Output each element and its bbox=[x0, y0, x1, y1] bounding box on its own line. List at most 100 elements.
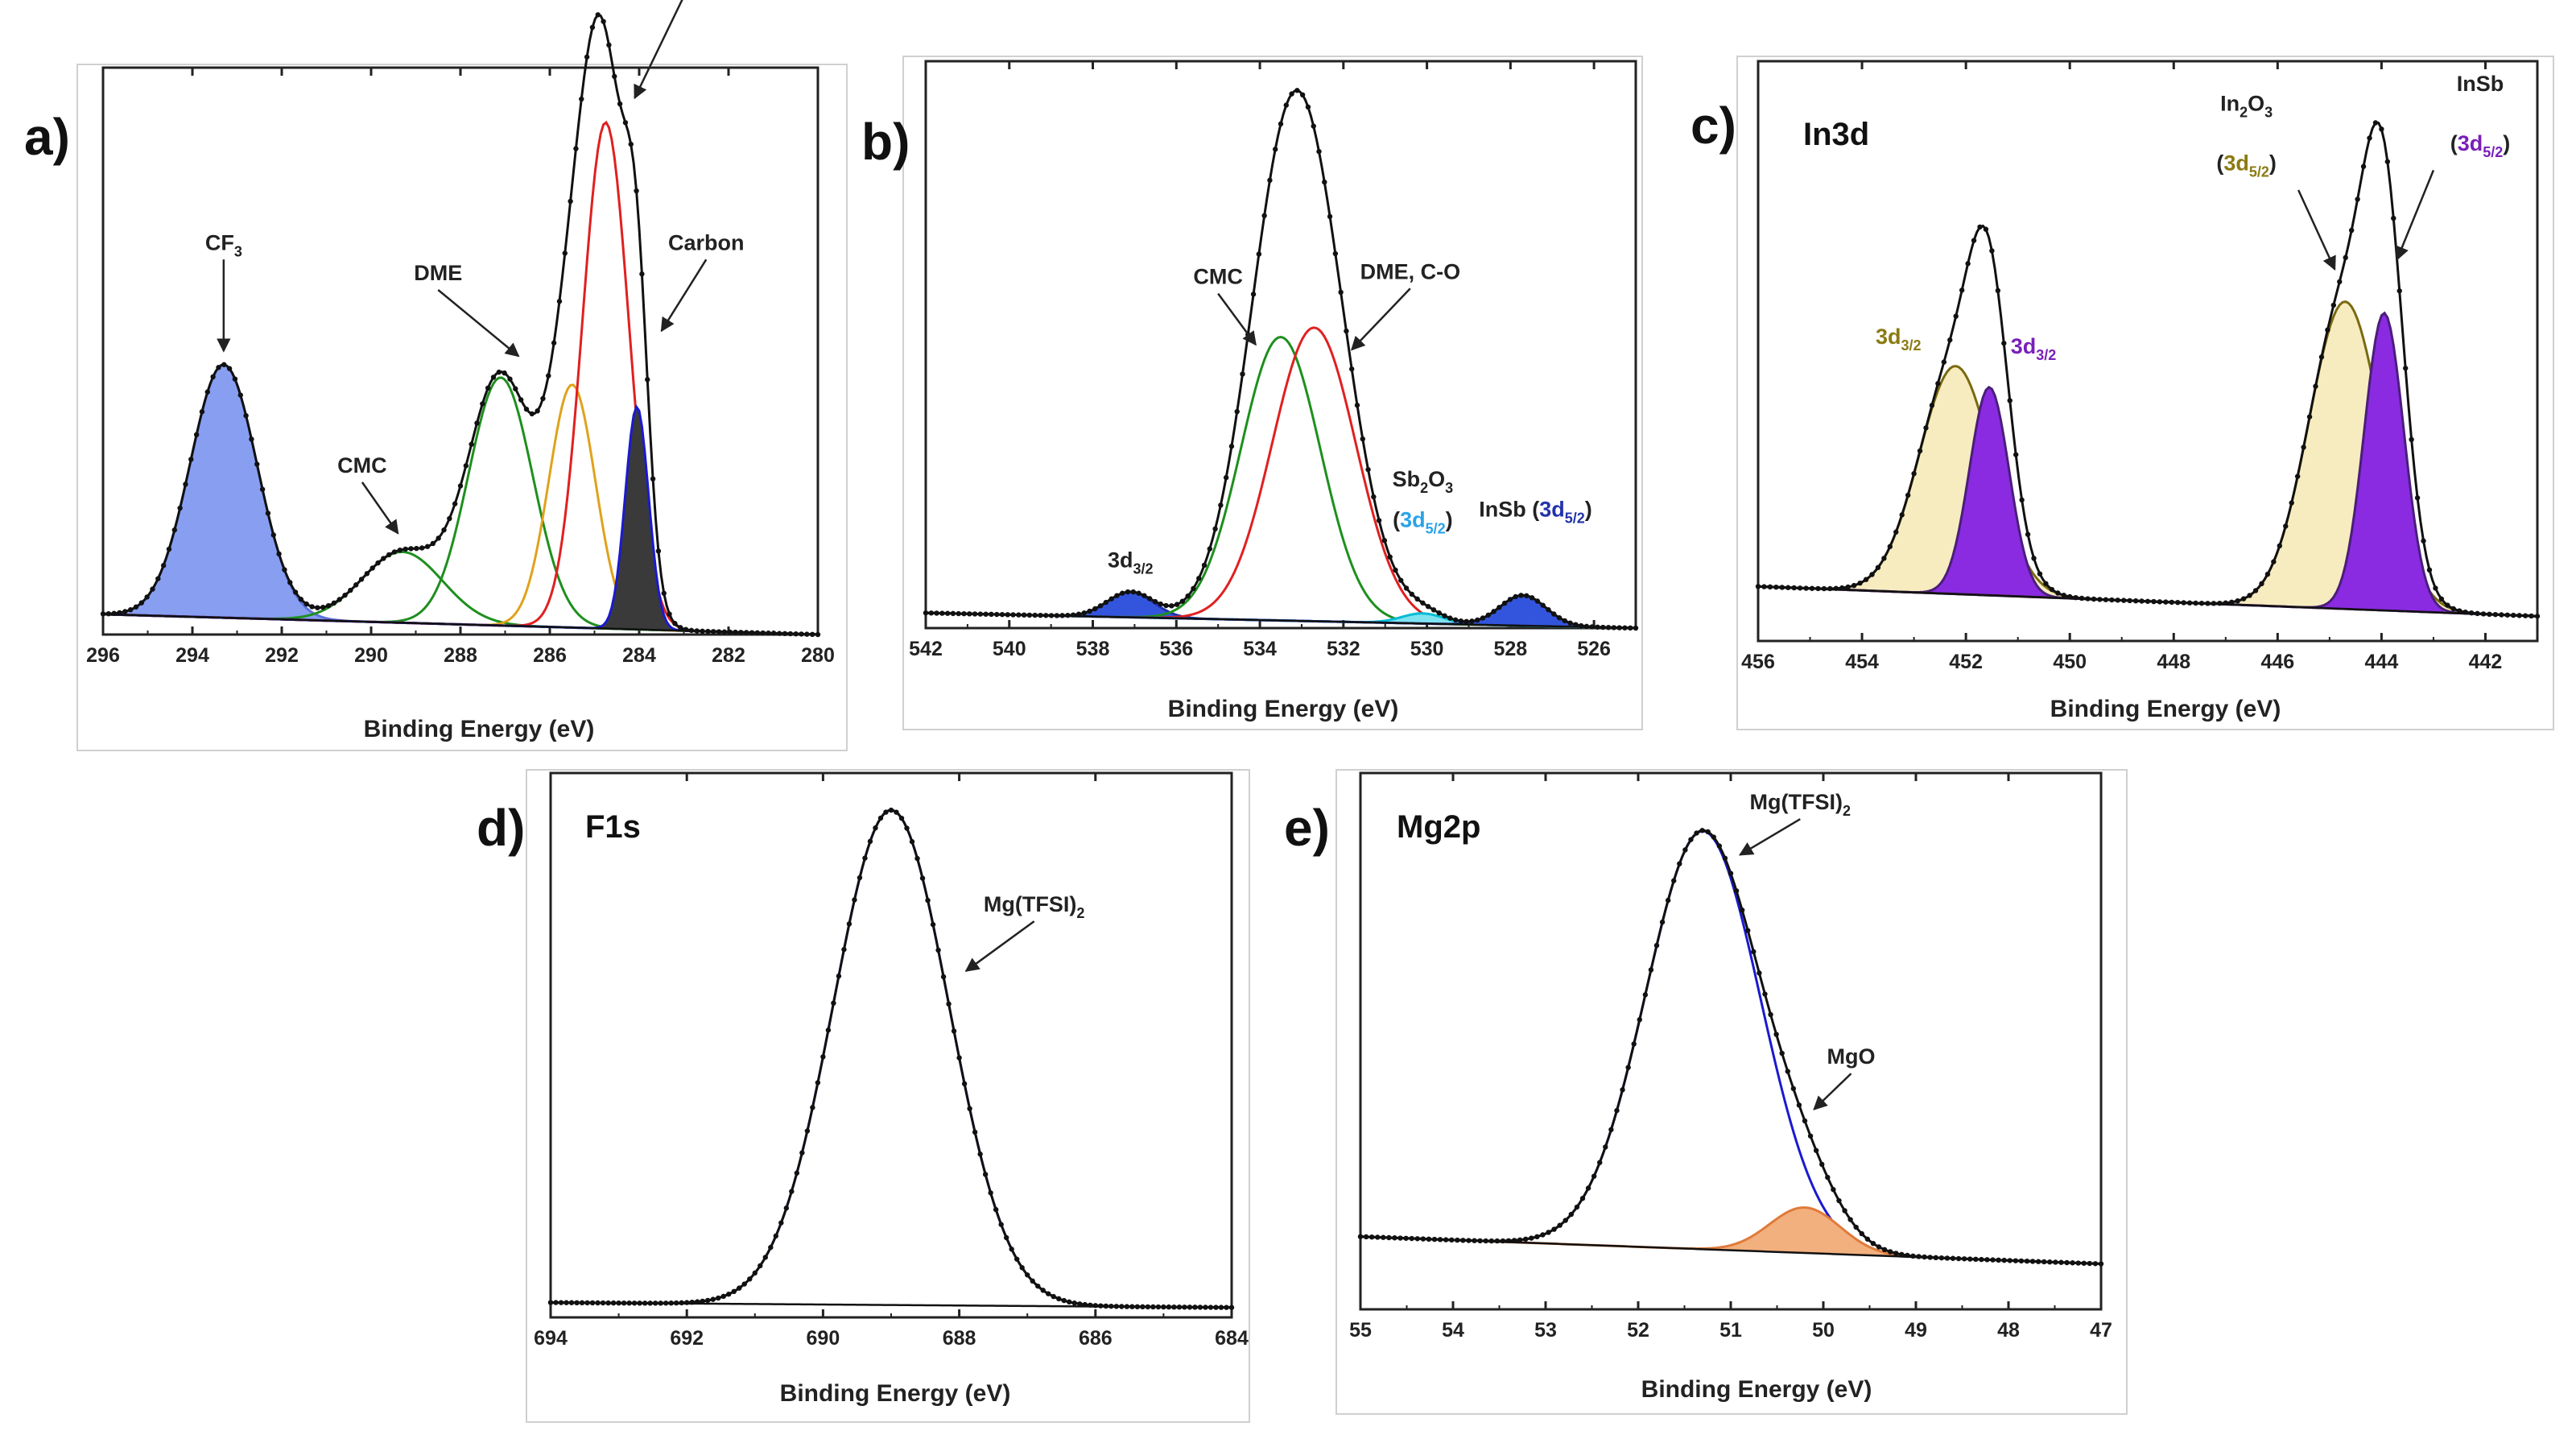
data-point bbox=[111, 610, 117, 616]
data-point bbox=[2264, 571, 2271, 577]
rich-label-part: 5/2 bbox=[2483, 144, 2503, 160]
data-point bbox=[463, 463, 469, 469]
data-point bbox=[237, 392, 243, 398]
data-point bbox=[1108, 1303, 1114, 1309]
data-point bbox=[1995, 287, 2001, 294]
data-point bbox=[2271, 559, 2277, 564]
data-point bbox=[2091, 596, 2097, 602]
data-point bbox=[1136, 590, 1141, 596]
data-point bbox=[1176, 1304, 1183, 1310]
data-point bbox=[773, 1233, 779, 1239]
x-tick-label: 286 bbox=[533, 644, 567, 667]
data-point bbox=[1234, 408, 1240, 415]
rich-label: In2O3 bbox=[2220, 92, 2273, 121]
data-point bbox=[1026, 612, 1033, 618]
data-point bbox=[1911, 470, 1917, 477]
annotation-label: DME, C-O bbox=[1360, 259, 1461, 283]
data-point bbox=[562, 250, 568, 256]
data-point bbox=[375, 560, 381, 566]
data-point bbox=[700, 1298, 705, 1304]
data-point bbox=[1021, 612, 1027, 618]
rich-label-part: ( bbox=[1393, 507, 1400, 531]
data-point bbox=[1573, 622, 1579, 627]
data-point bbox=[961, 1081, 968, 1087]
data-point bbox=[1500, 1238, 1506, 1244]
data-point bbox=[2367, 135, 2372, 141]
panel-e-letter: e) bbox=[1284, 799, 1330, 857]
data-point bbox=[2041, 1259, 2047, 1265]
data-point bbox=[778, 1220, 784, 1226]
data-point bbox=[1620, 1087, 1625, 1093]
data-point bbox=[1517, 1237, 1523, 1242]
data-point bbox=[716, 629, 722, 635]
annotation-arrow bbox=[660, 258, 708, 333]
data-point bbox=[1349, 366, 1355, 372]
data-point bbox=[1583, 623, 1590, 630]
data-point bbox=[1466, 1238, 1472, 1243]
data-point bbox=[2073, 594, 2079, 601]
data-point bbox=[771, 631, 777, 636]
data-point bbox=[1113, 1304, 1120, 1309]
data-point bbox=[2259, 581, 2264, 587]
data-point bbox=[1540, 1232, 1546, 1238]
data-point bbox=[424, 544, 431, 549]
data-point bbox=[447, 515, 452, 522]
data-point bbox=[601, 19, 606, 24]
panel-a-xlabel: Binding Energy (eV) bbox=[364, 716, 595, 742]
data-point bbox=[1821, 585, 1827, 592]
data-point bbox=[2468, 610, 2475, 616]
data-point bbox=[1032, 612, 1038, 618]
data-point bbox=[1030, 1278, 1035, 1284]
data-point bbox=[1507, 597, 1513, 602]
data-point bbox=[1546, 1230, 1551, 1235]
data-point bbox=[177, 505, 183, 511]
data-point bbox=[188, 457, 194, 462]
data-point bbox=[2151, 598, 2157, 605]
data-point bbox=[436, 535, 441, 541]
data-point bbox=[391, 549, 398, 555]
data-point bbox=[1910, 1253, 1916, 1259]
data-point bbox=[1893, 1251, 1899, 1256]
data-point bbox=[358, 577, 365, 582]
data-point bbox=[1420, 1236, 1426, 1242]
data-point bbox=[749, 630, 755, 635]
x-tick-label: 442 bbox=[2469, 651, 2503, 673]
data-point bbox=[2462, 609, 2468, 615]
data-point bbox=[622, 120, 629, 126]
data-point bbox=[684, 1300, 690, 1305]
annotation-text: CMC bbox=[337, 453, 387, 478]
data-point bbox=[1796, 1102, 1802, 1108]
data-point bbox=[369, 565, 375, 571]
data-point bbox=[1403, 585, 1410, 591]
data-point bbox=[1751, 949, 1757, 955]
data-point bbox=[1097, 603, 1104, 609]
data-point bbox=[1088, 1302, 1093, 1308]
data-point bbox=[1562, 618, 1568, 624]
rich-label-part: In bbox=[2220, 92, 2240, 116]
data-point bbox=[2529, 613, 2534, 619]
data-point bbox=[2217, 600, 2223, 606]
data-point bbox=[2053, 1259, 2058, 1265]
x-tick-label: 536 bbox=[1159, 638, 1193, 660]
data-point bbox=[988, 1190, 993, 1196]
data-point bbox=[1363, 1234, 1369, 1240]
data-point bbox=[1158, 601, 1163, 607]
data-point bbox=[637, 1300, 642, 1306]
data-point bbox=[1773, 1032, 1779, 1037]
data-point bbox=[1469, 618, 1475, 624]
data-point bbox=[1923, 425, 1929, 431]
x-tick-label: 280 bbox=[801, 644, 835, 667]
data-point bbox=[551, 340, 557, 346]
data-point bbox=[523, 406, 530, 412]
data-point bbox=[381, 556, 386, 561]
data-point bbox=[799, 631, 804, 637]
data-point bbox=[2007, 398, 2013, 403]
data-point bbox=[138, 600, 145, 606]
data-point bbox=[1529, 595, 1535, 601]
panel-d-letter: d) bbox=[477, 799, 525, 857]
data-point bbox=[1016, 612, 1022, 618]
data-point bbox=[2294, 473, 2301, 479]
data-point bbox=[928, 610, 934, 616]
data-point bbox=[2055, 590, 2061, 596]
data-point bbox=[810, 1105, 815, 1110]
